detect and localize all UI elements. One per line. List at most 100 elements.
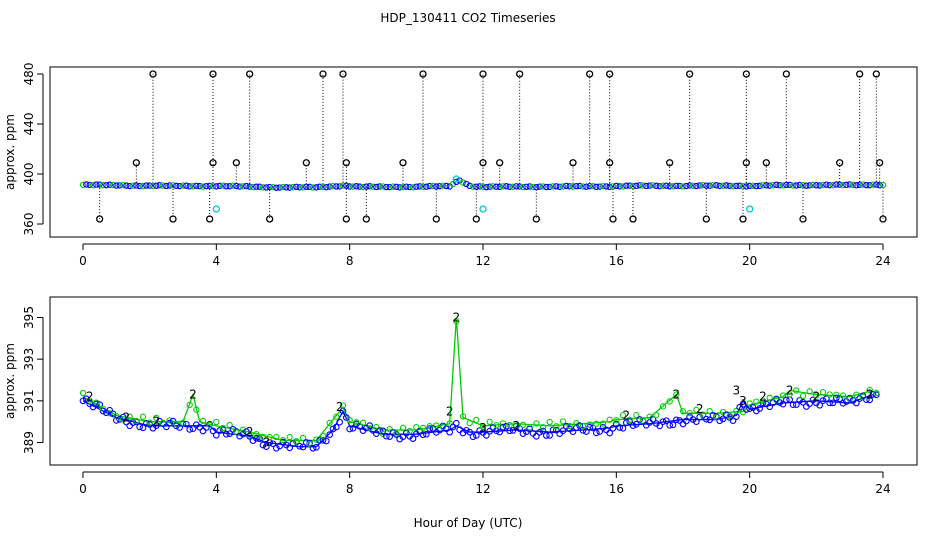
top-baseline-point (213, 183, 220, 190)
top-spike-high-point (209, 70, 217, 78)
bottom-x-tick-label: 20 (742, 482, 757, 496)
bottom-blue-point (546, 432, 554, 439)
top-spike-high-point (246, 70, 254, 78)
top-baseline-point (543, 183, 550, 191)
bottom-blue-point (789, 401, 797, 409)
top-baseline-point (133, 182, 140, 189)
bottom-green-point (406, 427, 413, 435)
bottom-green-point (419, 424, 427, 432)
top-baseline-point (146, 182, 153, 189)
bottom-blue-point (549, 426, 557, 434)
bottom-green-point (126, 413, 133, 420)
bottom-blue-point (262, 443, 270, 451)
bottom-y-tick-label: 395 (22, 306, 36, 329)
bottom-grid-layer: 0 4 8 12 16 20 24 389 391 393 395 (22, 306, 891, 496)
bottom-blue-point (539, 427, 547, 435)
top-baseline-point (499, 183, 507, 190)
top-baseline-point (816, 182, 823, 189)
bottom-green-point (606, 416, 613, 423)
bottom-blue-point (669, 421, 677, 429)
bottom-blue-point (442, 425, 450, 433)
bottom-blue-point (822, 395, 830, 403)
bottom-green-point (479, 423, 487, 430)
top-baseline-point (316, 183, 323, 190)
bottom-blue-point (176, 424, 184, 431)
top-baseline-point (349, 183, 357, 190)
bottom-blue-point (112, 417, 120, 424)
top-baseline-point (103, 181, 110, 189)
top-baseline-point (279, 183, 287, 191)
bottom-blue-point (659, 418, 667, 426)
bottom-series-marker-2: 2 (673, 388, 681, 402)
bottom-green-point (86, 397, 93, 404)
top-baseline-point (226, 183, 233, 190)
bottom-green-point (346, 416, 353, 424)
top-baseline-point (273, 184, 280, 191)
bottom-blue-point (759, 399, 767, 407)
top-baseline-point (479, 183, 487, 190)
bottom-blue-point (259, 441, 267, 449)
top-spike-mid-point (496, 159, 504, 167)
bottom-y-tick-label: 391 (22, 389, 36, 412)
top-spike-high-point (686, 70, 694, 78)
bottom-blue-point (426, 425, 434, 432)
top-baseline-point (493, 183, 500, 190)
bottom-green-point (313, 436, 320, 443)
bottom-blue-point (462, 426, 470, 434)
top-baseline-point (386, 183, 393, 191)
top-baseline-point (413, 183, 420, 190)
bottom-blue-point (99, 407, 107, 415)
bottom-blue-point (689, 416, 697, 423)
bottom-green-point (373, 423, 380, 431)
bottom-blue-point (612, 420, 620, 428)
bottom-green-point (706, 407, 713, 415)
top-baseline-point (163, 182, 170, 190)
top-baseline-point (753, 182, 760, 190)
bottom-series-marker-3: 3 (479, 421, 487, 435)
bottom-green-point (393, 430, 400, 437)
bottom-green-point (633, 412, 640, 419)
bottom-series-marker-3: 3 (263, 436, 271, 450)
bottom-blue-point (509, 427, 517, 434)
bottom-green-point (793, 387, 800, 394)
top-baseline-point (629, 182, 637, 190)
top-baseline-point (613, 182, 620, 190)
bottom-blue-series (82, 393, 874, 448)
bottom-green-point (473, 416, 480, 424)
bottom-green-point (299, 434, 307, 442)
top-spike-high-point (479, 70, 487, 78)
top-baseline-point (786, 181, 793, 189)
bottom-blue-point (226, 430, 234, 438)
top-baseline-point (599, 182, 607, 190)
top-baseline-point (573, 182, 580, 190)
bottom-green-point (286, 433, 293, 441)
top-baseline-point (803, 182, 810, 189)
bottom-blue-point (212, 431, 220, 439)
top-spike-mid-point (762, 159, 770, 167)
bottom-blue-point (662, 417, 670, 425)
bottom-green-point (799, 392, 807, 400)
top-baseline-point (483, 183, 490, 191)
top-baseline-point (266, 183, 273, 191)
bottom-blue-point (852, 399, 860, 407)
bottom-blue-point (142, 420, 150, 427)
bottom-blue-point (739, 400, 747, 408)
bottom-green-point (853, 391, 860, 398)
top-baseline-point (596, 183, 603, 190)
bottom-blue-point (189, 425, 197, 433)
top-baseline-point (853, 181, 860, 189)
bottom-series-marker-2: 2 (513, 419, 521, 433)
bottom-green-point (199, 417, 207, 425)
top-baseline-point (733, 182, 740, 190)
bottom-blue-point (519, 430, 527, 437)
top-baseline-point (189, 183, 197, 190)
bottom-green-point (466, 419, 473, 427)
top-spike-mid-point (132, 159, 140, 167)
bottom-green-point (819, 389, 827, 396)
bottom-blue-point (819, 397, 827, 404)
bottom-green-point (233, 428, 240, 436)
bottom-blue-point (122, 418, 130, 426)
top-baseline-point (796, 181, 803, 189)
top-baseline-point (336, 183, 343, 190)
top-baseline-point (119, 181, 127, 189)
